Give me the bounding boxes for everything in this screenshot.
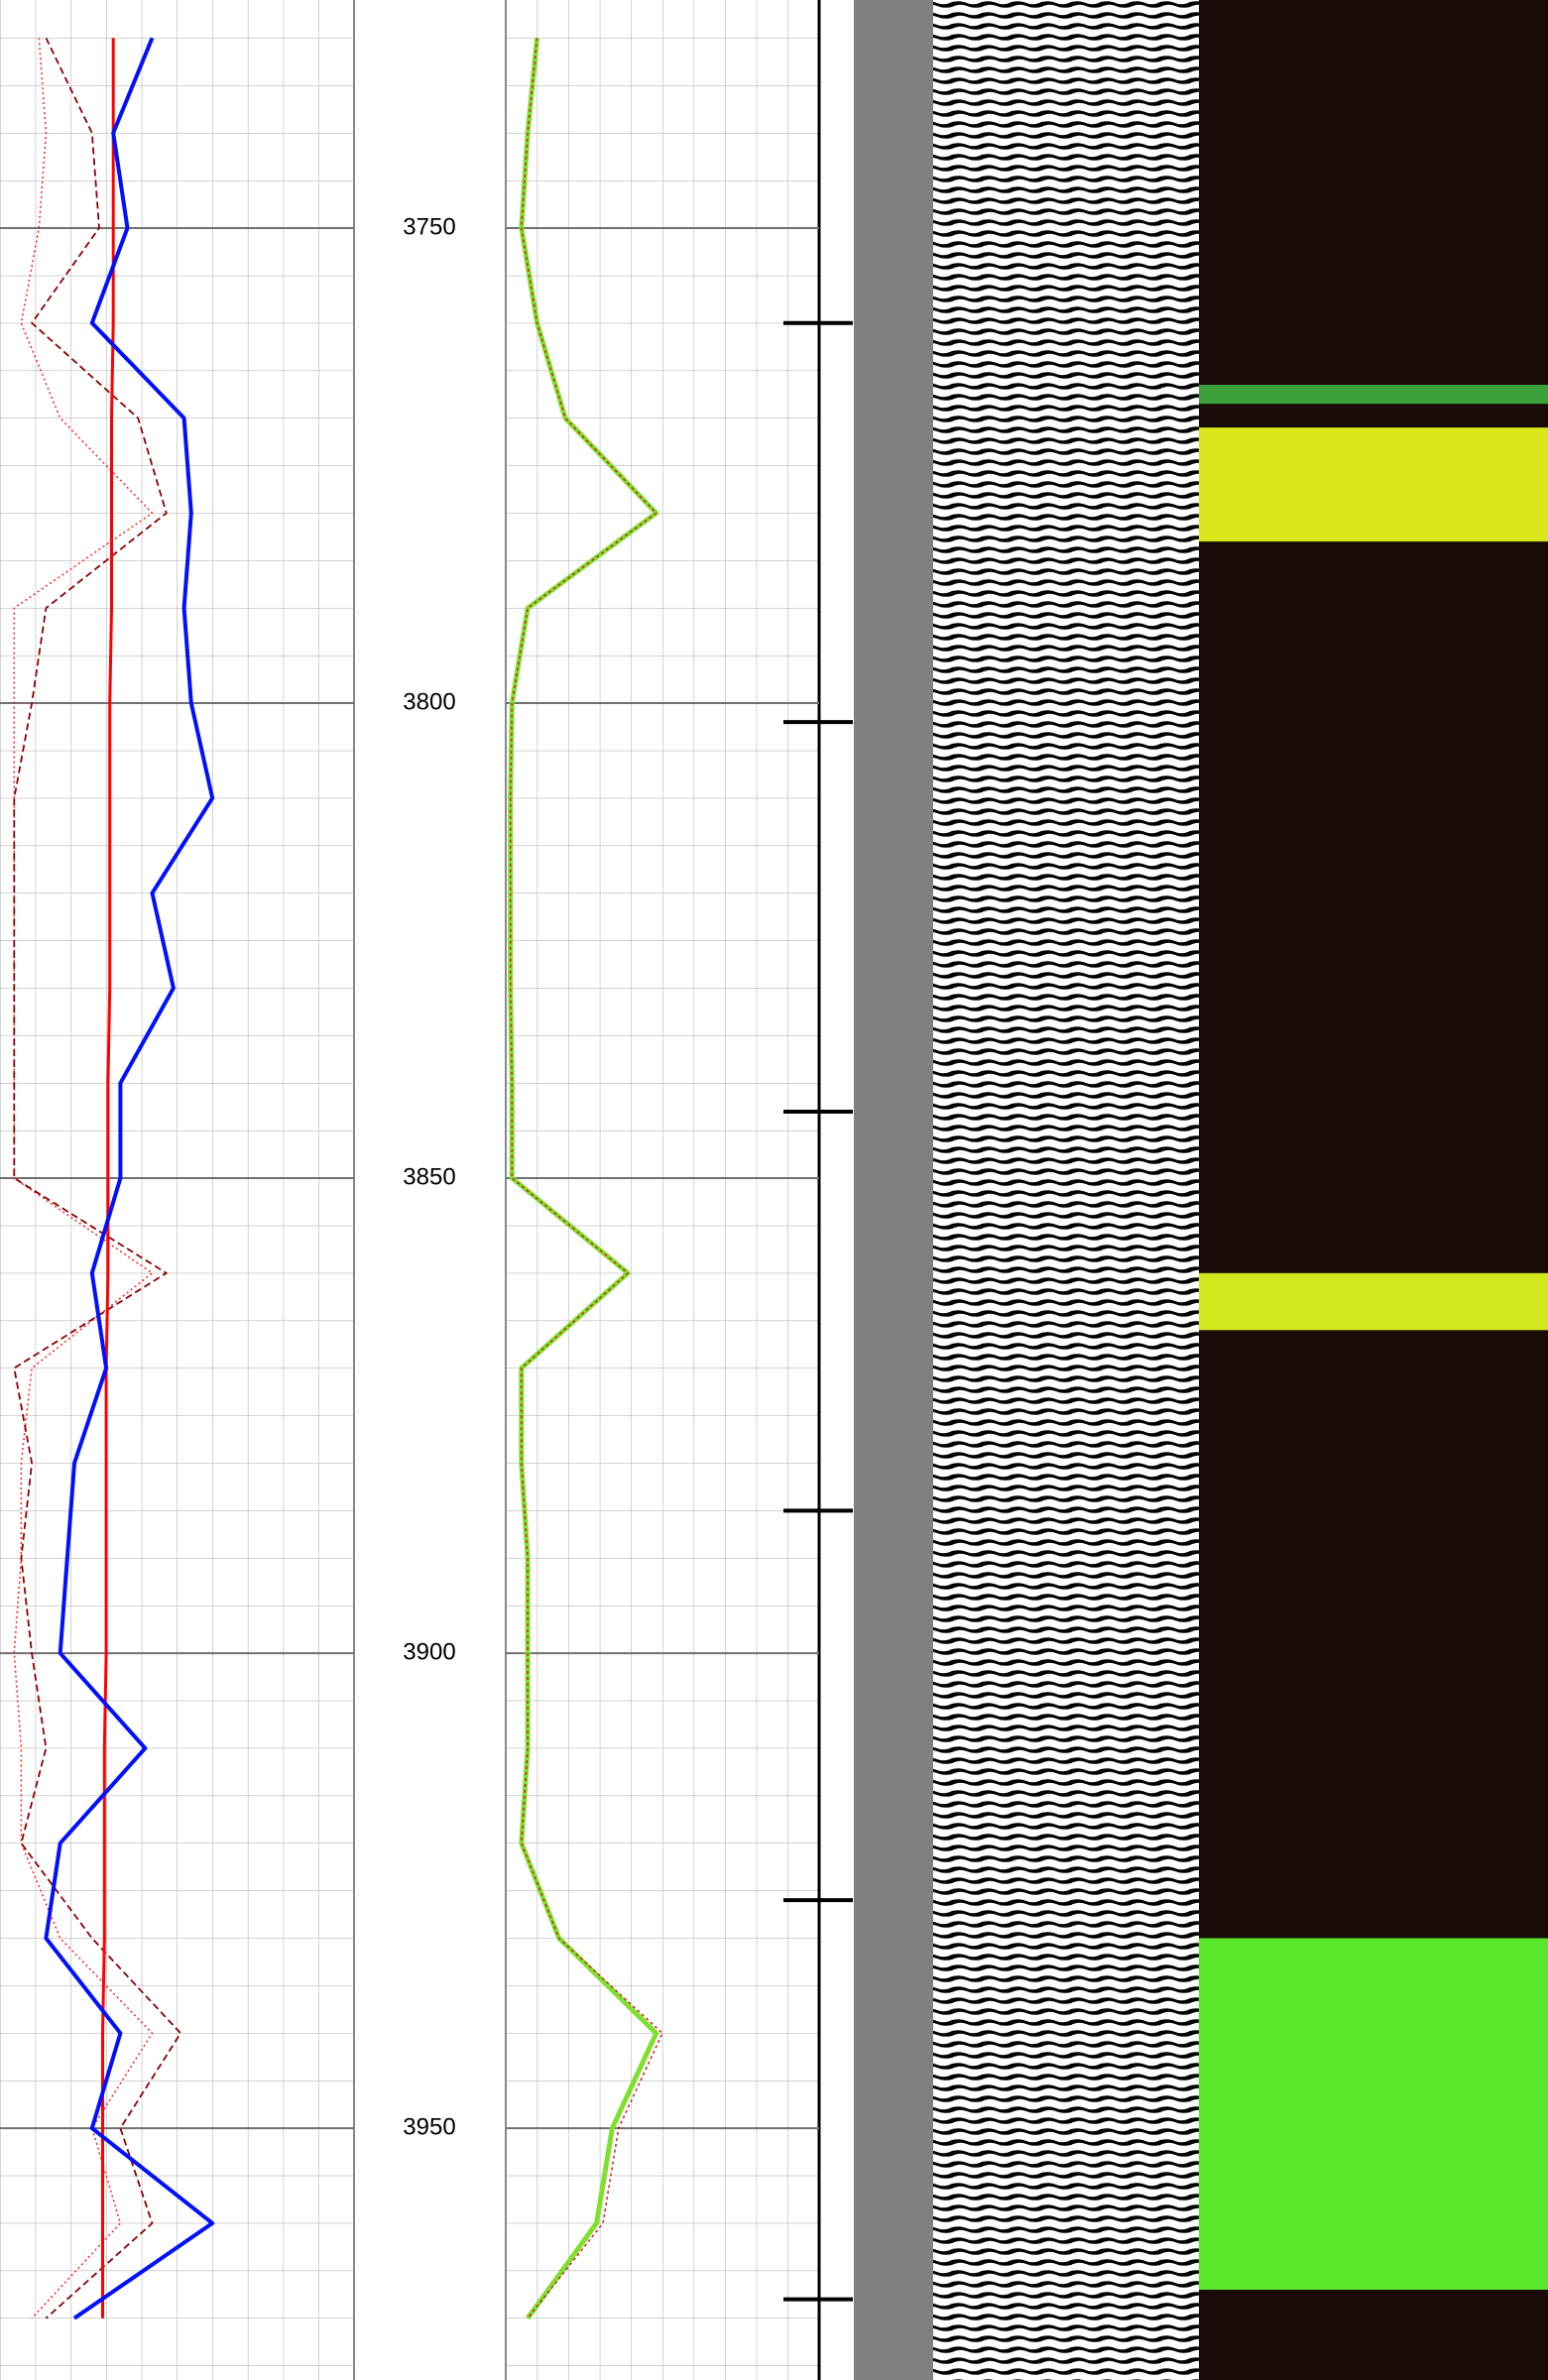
image-band bbox=[1199, 385, 1548, 405]
track-2-grid bbox=[506, 0, 819, 2380]
image-band bbox=[1199, 1272, 1548, 1331]
log-curve bbox=[509, 38, 663, 2320]
image-band bbox=[1199, 427, 1548, 542]
log-curve bbox=[44, 37, 215, 2320]
image-band bbox=[1199, 1938, 1548, 2290]
gray-track bbox=[854, 0, 933, 2380]
log-curve bbox=[101, 38, 115, 2319]
depth-label: 3900 bbox=[403, 1638, 455, 1665]
seismic-stripes bbox=[933, 0, 1199, 2380]
depth-label: 3850 bbox=[403, 1163, 455, 1190]
depth-label: 3750 bbox=[403, 213, 455, 240]
depth-label: 3800 bbox=[403, 688, 455, 715]
log-curve bbox=[13, 38, 154, 2320]
depth-label: 3950 bbox=[403, 2113, 455, 2140]
log-curve bbox=[13, 37, 181, 2320]
track-1-grid bbox=[0, 0, 354, 2380]
